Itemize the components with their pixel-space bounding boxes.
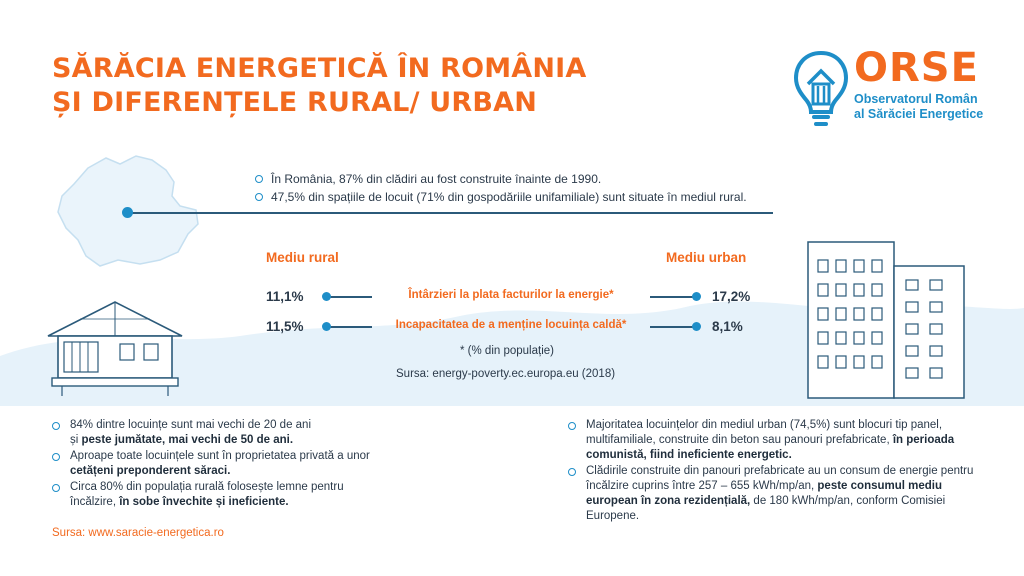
urban-value-row-1: 17,2% <box>712 289 751 304</box>
rural-facts-list: 84% dintre locuințe sunt mai vechi de 20… <box>52 418 372 511</box>
connector-line <box>650 326 696 328</box>
title-line-1: SĂRĂCIA ENERGETICĂ ÎN ROMÂNIA <box>52 53 587 84</box>
title-line-2: ȘI DIFERENȚELE RURAL/ URBAN <box>52 87 538 118</box>
intro-item: În România, 87% din clădiri au fost cons… <box>255 170 747 188</box>
wave-background <box>0 301 1024 406</box>
rural-value-row-1: 11,1% <box>266 289 304 304</box>
rural-house-illustration <box>47 301 183 396</box>
connector-dot <box>692 292 701 301</box>
comparison-source: Sursa: energy-poverty.ec.europa.eu (2018… <box>396 368 616 380</box>
urban-value-row-2: 8,1% <box>712 319 743 334</box>
urban-facts-list: Majoritatea locuințelor din mediul urban… <box>568 418 988 525</box>
orse-logo: ORSE Observatorul Român al Sărăciei Ener… <box>792 45 983 134</box>
rural-value-row-2: 11,5% <box>266 319 304 334</box>
connector-line <box>326 326 372 328</box>
connector-line <box>650 296 696 298</box>
page-title: SĂRĂCIA ENERGETICĂ ÎN ROMÂNIA ȘI DIFEREN… <box>52 52 692 120</box>
urban-label: Mediu urban <box>666 250 747 265</box>
intro-list: În România, 87% din clădiri au fost cons… <box>255 170 747 206</box>
row-2-label: Incapacitatea de a menține locuința cald… <box>395 319 627 331</box>
urban-building-illustration <box>807 241 965 399</box>
rural-label: Mediu rural <box>266 250 339 265</box>
logo-subtitle-line-1: Observatorul Român <box>854 92 978 106</box>
rural-fact: Circa 80% din populația rurală folosește… <box>52 480 372 510</box>
logo-subtitle-line-2: al Sărăciei Energetice <box>854 107 984 121</box>
bottom-source: Sursa: www.saracie-energetica.ro <box>52 527 224 539</box>
urban-fact: Majoritatea locuințelor din mediul urban… <box>568 418 988 463</box>
logo-wordmark: ORSE <box>854 45 979 91</box>
footnote: * (% din populație) <box>460 345 554 357</box>
lightbulb-house-icon <box>793 50 849 126</box>
row-1-label: Întârzieri la plata facturilor la energi… <box>408 289 614 301</box>
logo-subtitle: Observatorul Român al Sărăciei Energetic… <box>854 92 983 122</box>
connector-dot <box>322 292 331 301</box>
rural-fact: 84% dintre locuințe sunt mai vechi de 20… <box>52 418 372 448</box>
connector-dot <box>692 322 701 331</box>
rural-fact: Aproape toate locuințele sunt în proprie… <box>52 449 372 479</box>
connector-dot <box>322 322 331 331</box>
intro-connector-line <box>128 212 773 214</box>
intro-item: 47,5% din spațiile de locuit (71% din go… <box>255 188 747 206</box>
connector-line <box>326 296 372 298</box>
urban-fact: Clădirile construite din panouri prefabr… <box>568 464 988 524</box>
map-marker-dot <box>122 207 133 218</box>
